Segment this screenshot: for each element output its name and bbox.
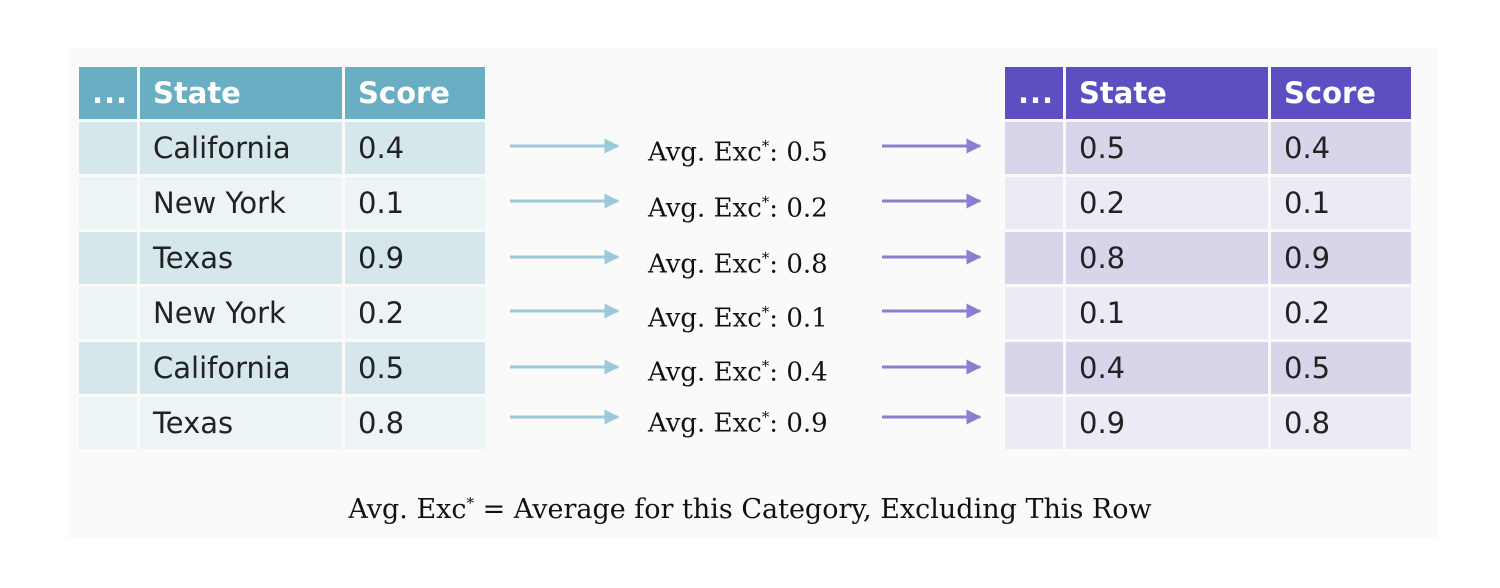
output-table-cell-state: 0.5 xyxy=(1066,122,1268,174)
avg-exc-star: * xyxy=(761,408,770,426)
avg-exc-sep: : xyxy=(769,303,787,334)
avg-exc-prefix: Avg. Exc xyxy=(648,193,762,224)
input-table-cell-score: 0.9 xyxy=(345,232,485,284)
output-table-cell-score: 0.1 xyxy=(1271,177,1411,229)
output-table-header-ellipsis: ... xyxy=(1005,67,1063,119)
output-table-cell-blank xyxy=(1005,232,1063,284)
output-table: ... State Score 0.5 0.4 0.2 0.1 0.8 0.9 … xyxy=(1002,64,1414,452)
output-table-cell-state: 0.1 xyxy=(1066,287,1268,339)
avg-exc-star: * xyxy=(761,137,770,155)
avg-exc-prefix: Avg. Exc xyxy=(648,137,762,168)
output-table-header-state: State xyxy=(1066,67,1268,119)
input-table-row: Texas 0.9 xyxy=(79,232,485,284)
output-table-cell-state: 0.9 xyxy=(1066,397,1268,449)
input-table-header-row: ... State Score xyxy=(79,67,485,119)
input-table-cell-state: Texas xyxy=(140,232,342,284)
output-table-cell-blank xyxy=(1005,287,1063,339)
avg-exc-value: 0.9 xyxy=(786,408,828,439)
input-table-row: Texas 0.8 xyxy=(79,397,485,449)
avg-exc-label: Avg. Exc*: 0.4 xyxy=(648,351,828,388)
input-table-cell-blank xyxy=(79,232,137,284)
input-table-cell-state: California xyxy=(140,122,342,174)
avg-exc-star: * xyxy=(761,193,770,211)
output-table-cell-score: 0.2 xyxy=(1271,287,1411,339)
output-table-cell-blank xyxy=(1005,397,1063,449)
input-table-cell-blank xyxy=(79,122,137,174)
input-table-row: California 0.5 xyxy=(79,342,485,394)
output-table-cell-score: 0.9 xyxy=(1271,232,1411,284)
avg-exc-sep: : xyxy=(769,357,787,388)
output-table-cell-blank xyxy=(1005,177,1063,229)
footnote-star: * xyxy=(466,494,475,512)
avg-exc-label: Avg. Exc*: 0.8 xyxy=(648,243,828,280)
output-table-row: 0.9 0.8 xyxy=(1005,397,1411,449)
input-table-cell-state: Texas xyxy=(140,397,342,449)
input-table-cell-score: 0.8 xyxy=(345,397,485,449)
footnote: Avg. Exc* = Average for this Category, E… xyxy=(0,494,1500,525)
input-table-row: New York 0.2 xyxy=(79,287,485,339)
input-table-header-state: State xyxy=(140,67,342,119)
avg-exc-star: * xyxy=(761,303,770,321)
input-table-header-score: Score xyxy=(345,67,485,119)
output-table-cell-score: 0.5 xyxy=(1271,342,1411,394)
avg-exc-value: 0.4 xyxy=(786,357,828,388)
avg-exc-prefix: Avg. Exc xyxy=(648,303,762,334)
avg-exc-prefix: Avg. Exc xyxy=(648,249,762,280)
input-table-cell-state: New York xyxy=(140,177,342,229)
input-table-cell-score: 0.2 xyxy=(345,287,485,339)
avg-exc-value: 0.1 xyxy=(786,303,828,334)
input-table-row: New York 0.1 xyxy=(79,177,485,229)
input-table-cell-state: New York xyxy=(140,287,342,339)
input-table-row: California 0.4 xyxy=(79,122,485,174)
output-table-header-row: ... State Score xyxy=(1005,67,1411,119)
output-table-cell-state: 0.8 xyxy=(1066,232,1268,284)
avg-exc-value: 0.2 xyxy=(786,193,828,224)
output-table-row: 0.4 0.5 xyxy=(1005,342,1411,394)
input-table-cell-state: California xyxy=(140,342,342,394)
avg-exc-label: Avg. Exc*: 0.9 xyxy=(648,402,828,439)
input-table-cell-blank xyxy=(79,177,137,229)
avg-exc-label: Avg. Exc*: 0.5 xyxy=(648,131,828,168)
avg-exc-label: Avg. Exc*: 0.2 xyxy=(648,187,828,224)
avg-exc-sep: : xyxy=(769,249,787,280)
output-table-cell-blank xyxy=(1005,342,1063,394)
output-table-cell-score: 0.8 xyxy=(1271,397,1411,449)
output-table-cell-blank xyxy=(1005,122,1063,174)
input-table-cell-blank xyxy=(79,397,137,449)
output-table-cell-state: 0.2 xyxy=(1066,177,1268,229)
input-table-cell-score: 0.4 xyxy=(345,122,485,174)
avg-exc-prefix: Avg. Exc xyxy=(648,408,762,439)
avg-exc-label: Avg. Exc*: 0.1 xyxy=(648,297,828,334)
avg-exc-sep: : xyxy=(769,193,787,224)
avg-exc-star: * xyxy=(761,249,770,267)
avg-exc-sep: : xyxy=(769,408,787,439)
input-table-cell-blank xyxy=(79,342,137,394)
avg-exc-value: 0.5 xyxy=(786,137,828,168)
output-table-row: 0.5 0.4 xyxy=(1005,122,1411,174)
input-table-header-ellipsis: ... xyxy=(79,67,137,119)
input-table-cell-score: 0.1 xyxy=(345,177,485,229)
output-table-row: 0.1 0.2 xyxy=(1005,287,1411,339)
avg-exc-prefix: Avg. Exc xyxy=(648,357,762,388)
avg-exc-star: * xyxy=(761,357,770,375)
output-table-cell-score: 0.4 xyxy=(1271,122,1411,174)
output-table-row: 0.8 0.9 xyxy=(1005,232,1411,284)
output-table-header-score: Score xyxy=(1271,67,1411,119)
output-table-row: 0.2 0.1 xyxy=(1005,177,1411,229)
output-table-cell-state: 0.4 xyxy=(1066,342,1268,394)
input-table: ... State Score California 0.4 New York … xyxy=(76,64,488,452)
avg-exc-value: 0.8 xyxy=(786,249,828,280)
avg-exc-sep: : xyxy=(769,137,787,168)
input-table-cell-blank xyxy=(79,287,137,339)
footnote-term: Avg. Exc xyxy=(348,494,467,525)
footnote-definition: = Average for this Category, Excluding T… xyxy=(474,494,1152,525)
input-table-cell-score: 0.5 xyxy=(345,342,485,394)
